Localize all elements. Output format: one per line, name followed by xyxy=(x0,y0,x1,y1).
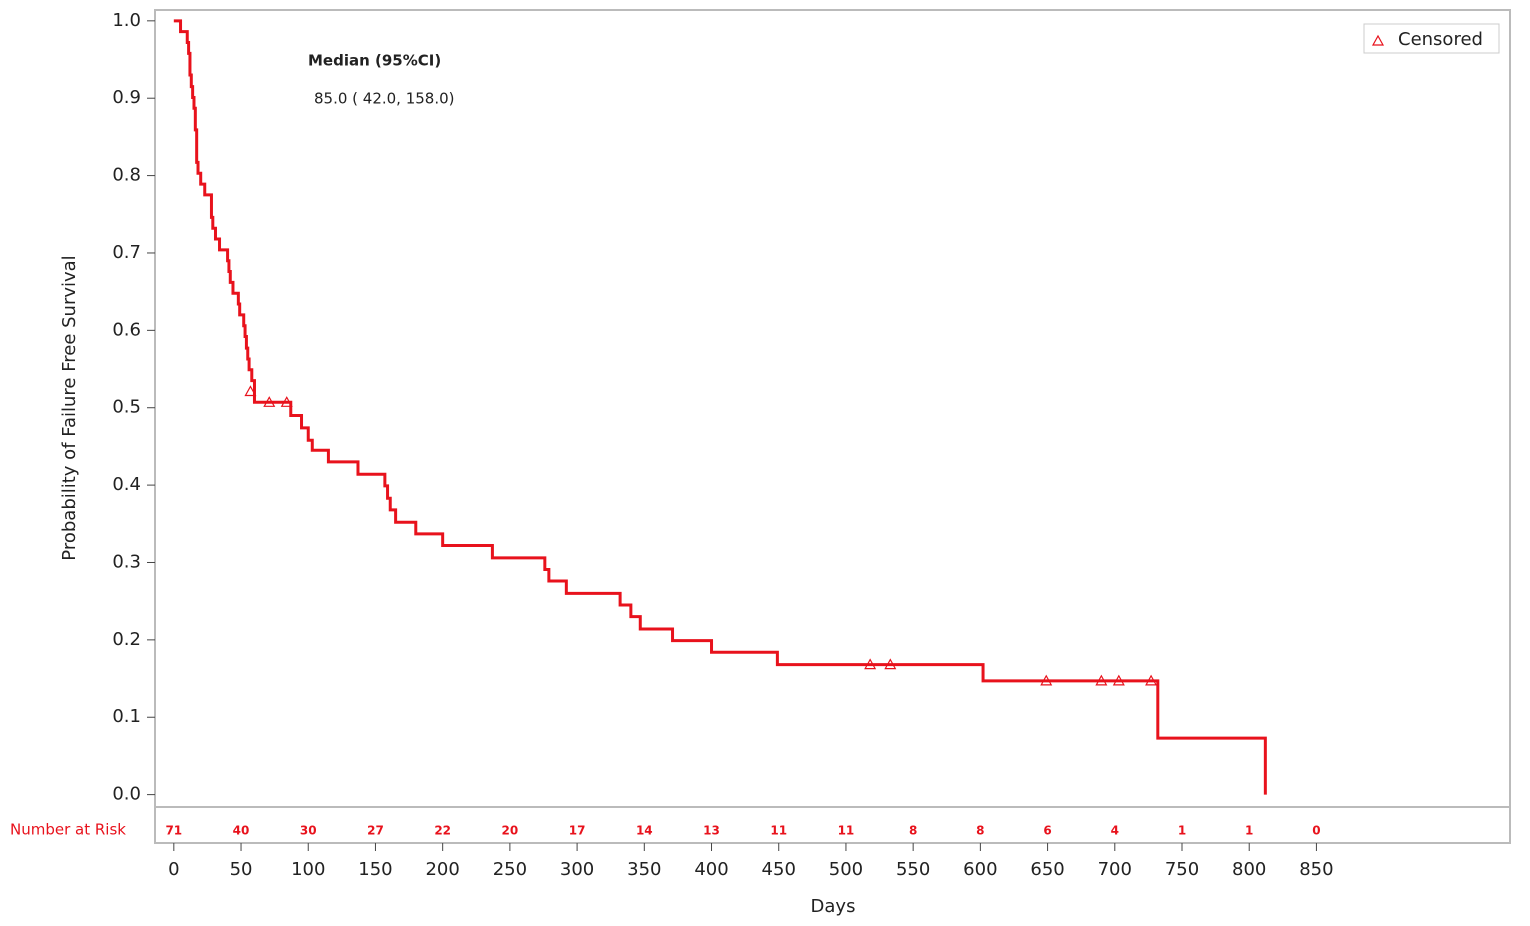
risk-count: 14 xyxy=(636,824,653,838)
censor-mark xyxy=(1145,674,1158,686)
risk-count: 4 xyxy=(1111,824,1119,838)
risk-count: 1 xyxy=(1245,824,1253,838)
x-tick-label: 350 xyxy=(627,859,661,880)
y-tick-label: 0.6 xyxy=(112,319,141,340)
risk-count: 71 xyxy=(165,824,182,838)
risk-count: 6 xyxy=(1043,824,1051,838)
risk-table-label: Number at Risk xyxy=(10,821,126,839)
risk-count: 40 xyxy=(233,824,250,838)
censor-mark xyxy=(263,396,276,407)
y-tick-label: 0.3 xyxy=(112,551,141,572)
x-tick-label: 650 xyxy=(1030,859,1064,880)
median-header: Median (95%CI) xyxy=(308,52,441,70)
censor-mark xyxy=(884,658,897,670)
x-tick-label: 800 xyxy=(1232,859,1266,880)
risk-count: 11 xyxy=(770,824,787,838)
x-tick-label: 600 xyxy=(963,859,997,880)
x-tick-label: 500 xyxy=(829,859,863,880)
x-tick-label: 450 xyxy=(762,859,796,880)
y-tick-label: 0.2 xyxy=(112,629,141,650)
y-tick-label: 1.0 xyxy=(112,10,141,31)
y-tick-label: 0.0 xyxy=(112,784,141,805)
risk-count: 13 xyxy=(703,824,720,838)
y-tick-label: 0.1 xyxy=(112,706,141,727)
risk-count: 8 xyxy=(909,824,917,838)
x-tick-label: 300 xyxy=(560,859,594,880)
x-tick-label: 750 xyxy=(1165,859,1199,880)
x-tick-label: 400 xyxy=(694,859,728,880)
legend-box xyxy=(1363,23,1500,54)
plot-frame xyxy=(154,9,1511,844)
risk-count: 20 xyxy=(502,824,519,838)
legend-symbol xyxy=(1371,34,1385,46)
x-axis-label: Days xyxy=(811,896,856,917)
y-tick-label: 0.8 xyxy=(112,165,141,186)
censor-mark xyxy=(864,658,877,670)
censor-mark xyxy=(1040,674,1053,686)
risk-count: 22 xyxy=(434,824,451,838)
risk-count: 11 xyxy=(838,824,855,838)
censor-mark xyxy=(1112,674,1125,686)
y-tick-label: 0.5 xyxy=(112,397,141,418)
legend: Censored xyxy=(1363,23,1500,54)
x-tick-label: 50 xyxy=(230,859,253,880)
risk-count: 30 xyxy=(300,824,317,838)
y-axis-label: Probability of Failure Free Survival xyxy=(59,255,80,560)
x-tick-label: 850 xyxy=(1299,859,1333,880)
censor-mark xyxy=(280,396,293,407)
y-tick-label: 0.7 xyxy=(112,242,141,263)
x-tick-label: 700 xyxy=(1098,859,1132,880)
risk-count: 27 xyxy=(367,824,384,838)
x-tick-label: 150 xyxy=(358,859,392,880)
y-tick-label: 0.9 xyxy=(112,87,141,108)
median-value: 85.0 ( 42.0, 158.0) xyxy=(314,90,455,108)
censor-mark xyxy=(1095,674,1108,686)
risk-count: 17 xyxy=(569,824,586,838)
survival-curve xyxy=(173,19,1267,795)
risk-count: 1 xyxy=(1178,824,1186,838)
x-tick-label: 100 xyxy=(291,859,325,880)
censor-mark xyxy=(244,385,257,397)
x-tick-label: 250 xyxy=(493,859,527,880)
x-tick-label: 0 xyxy=(168,859,179,880)
risk-count: 0 xyxy=(1312,824,1320,838)
legend-label: Censored xyxy=(1398,29,1483,50)
x-tick-label: 550 xyxy=(896,859,930,880)
risk-count: 8 xyxy=(976,824,984,838)
y-tick-label: 0.4 xyxy=(112,474,141,495)
x-tick-label: 200 xyxy=(425,859,459,880)
